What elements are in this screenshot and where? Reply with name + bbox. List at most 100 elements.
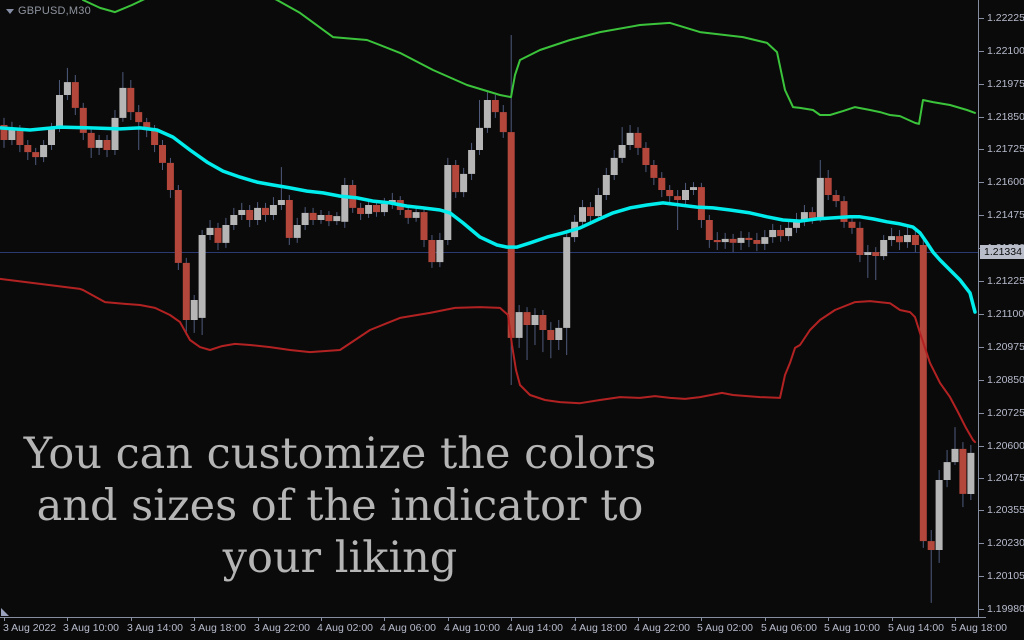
price-axis[interactable]: 1.22225 1.22100 1.21975 1.21850 1.21725 1.216… <box>979 0 1024 617</box>
time-axis-label: 4 Aug 06:00 <box>379 622 437 634</box>
bull-candle-body <box>793 220 800 228</box>
time-axis-label: 5 Aug 14:00 <box>887 622 945 634</box>
price-axis-tick <box>979 446 984 447</box>
bear-candle-body <box>911 235 919 245</box>
time-axis[interactable]: 3 Aug 2022 3 Aug 10:00 3 Aug 14:00 3 Aug 18… <box>0 617 1024 640</box>
bear-candle-body <box>507 132 515 338</box>
time-axis-label: 3 Aug 10:00 <box>62 622 120 634</box>
bear-candle-body <box>103 140 111 150</box>
bear-candle-body <box>325 215 333 222</box>
bull-candle-body <box>555 327 563 340</box>
bear-candle-body <box>499 112 507 133</box>
bear-candle-body <box>634 132 642 148</box>
bear-candle-body <box>404 210 412 218</box>
bull-candle-body <box>943 462 951 480</box>
bear-candle-body <box>666 190 674 197</box>
bear-candle-body <box>856 227 864 255</box>
time-axis-label: 3 Aug 22:00 <box>253 622 311 634</box>
bear-candle-body <box>650 165 658 178</box>
price-axis-tick <box>979 84 984 85</box>
bear-candle-body <box>373 205 380 213</box>
time-axis-label: 3 Aug 14:00 <box>126 622 184 634</box>
bull-candle-body <box>301 212 309 225</box>
bull-candle-body <box>222 225 230 243</box>
moving-average-line <box>0 125 977 314</box>
bear-candle-body <box>174 190 182 263</box>
price-axis-tick <box>979 18 984 19</box>
bear-candle-body <box>697 187 705 220</box>
price-axis-tick <box>979 380 984 381</box>
bull-candle-body <box>563 237 571 328</box>
bear-candle-body <box>420 212 428 240</box>
price-axis-label: 1.20475 <box>987 472 1024 484</box>
bull-candle-body <box>269 205 277 215</box>
bull-candle-body <box>951 448 959 463</box>
bear-candle-body <box>491 100 499 113</box>
bear-candle-body <box>24 145 32 153</box>
bull-candle-body <box>277 200 285 205</box>
bull-candle-body <box>365 205 373 214</box>
time-axis-label: 5 Aug 06:00 <box>760 622 818 634</box>
bull-candle-body <box>444 165 452 240</box>
watermark-line: your liking <box>222 533 458 583</box>
price-axis-tick <box>979 117 984 118</box>
time-axis-tick <box>321 618 322 621</box>
time-axis-tick <box>701 618 702 621</box>
bear-candle-body <box>143 122 151 130</box>
bull-candle-body <box>761 237 769 244</box>
price-axis-tick <box>979 413 984 414</box>
chart-plot-area[interactable]: You can customize the colors and sizes o… <box>0 0 979 617</box>
bull-candle-body <box>436 240 444 263</box>
bull-candle-body <box>468 150 476 174</box>
bear-candle-body <box>357 207 365 214</box>
bull-candle-body <box>190 300 198 320</box>
watermark-text: You can customize the colors and sizes o… <box>0 428 680 584</box>
time-axis-tick <box>511 618 512 621</box>
time-axis-label: 5 Aug 18:00 <box>950 622 1008 634</box>
time-axis-tick <box>384 618 385 621</box>
bear-candle-body <box>539 315 547 330</box>
time-axis-tick <box>828 618 829 621</box>
bear-candle-body <box>16 127 24 145</box>
bull-candle-body <box>48 127 55 145</box>
price-axis-tick <box>979 314 984 315</box>
bear-candle-body <box>919 245 927 542</box>
bull-candle-body <box>618 145 626 158</box>
bull-candle-body <box>483 100 491 128</box>
price-axis-tick <box>979 281 984 282</box>
time-axis-tick <box>638 618 639 621</box>
bear-candle-body <box>309 212 317 220</box>
price-axis-label: 1.21475 <box>987 209 1024 221</box>
time-axis-tick <box>258 618 259 621</box>
price-axis-line <box>978 0 979 618</box>
bull-candle-body <box>238 210 246 215</box>
upper-band-line <box>82 0 976 125</box>
bear-candle-body <box>428 240 436 263</box>
bear-candle-body <box>151 130 159 145</box>
price-axis-tick <box>979 510 984 511</box>
bear-candle-body <box>0 125 8 140</box>
bull-candle-body <box>230 215 238 225</box>
bull-candle-body <box>293 225 301 238</box>
bull-candle-body <box>341 185 349 222</box>
time-axis-label: 4 Aug 02:00 <box>316 622 374 634</box>
price-axis-label: 1.20975 <box>987 341 1024 353</box>
price-axis-label: 1.20725 <box>987 407 1024 419</box>
bear-candle-body <box>159 145 166 163</box>
price-axis-label: 1.20600 <box>987 440 1024 452</box>
bull-candle-body <box>626 132 634 145</box>
price-axis-label: 1.21225 <box>987 275 1024 287</box>
bull-candle-body <box>412 212 420 218</box>
time-axis-label: 3 Aug 18:00 <box>189 622 247 634</box>
bull-candle-body <box>594 195 602 217</box>
bull-candle-body <box>119 87 127 118</box>
bear-candle-body <box>127 87 135 113</box>
bull-candle-body <box>476 127 483 150</box>
bear-candle-body <box>285 200 293 238</box>
bear-candle-body <box>729 238 737 243</box>
time-axis-label: 4 Aug 18:00 <box>570 622 628 634</box>
bear-candle-body <box>523 312 531 325</box>
watermark-line: and sizes of the indicator to <box>36 481 644 531</box>
price-axis-label: 1.20850 <box>987 374 1024 386</box>
